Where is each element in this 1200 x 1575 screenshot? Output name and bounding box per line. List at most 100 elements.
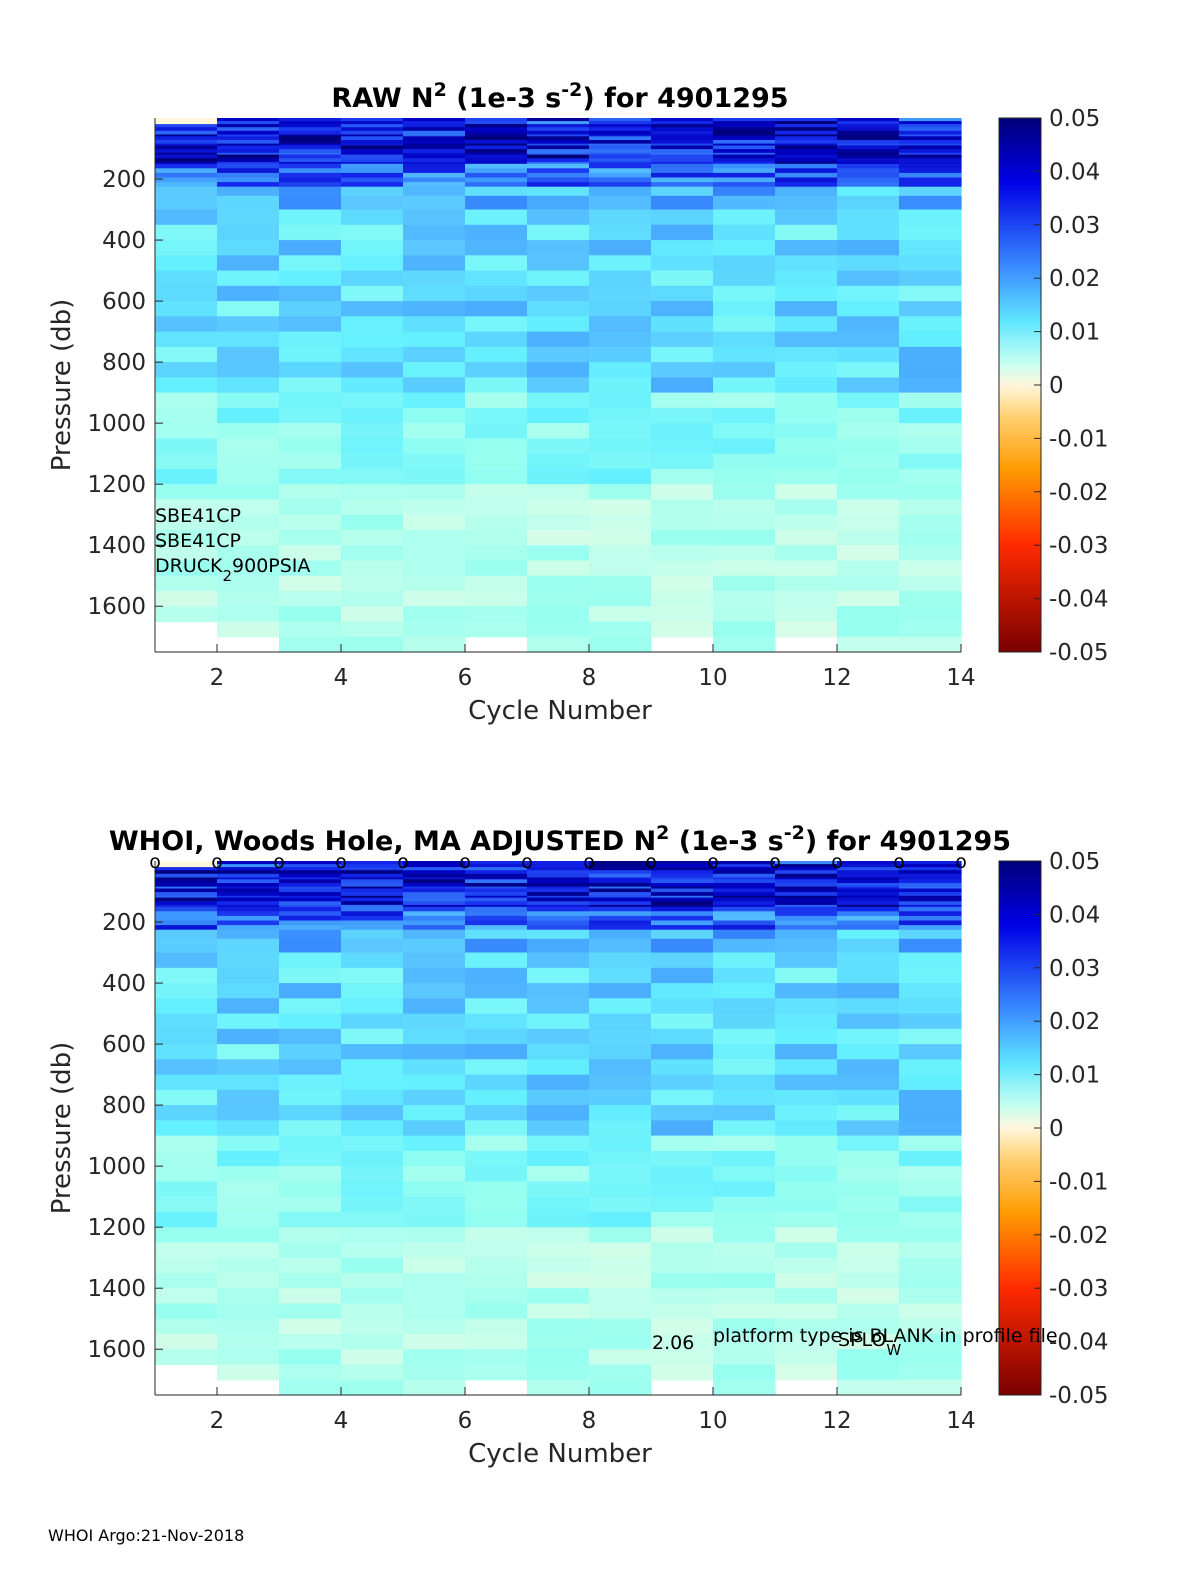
- heatmap-cell: [713, 872, 776, 875]
- heatmap-cell: [651, 983, 714, 999]
- heatmap-cell: [341, 892, 404, 895]
- heatmap-cell: [217, 948, 280, 954]
- heatmap-cell: [217, 140, 280, 143]
- heatmap-cell: [775, 124, 838, 128]
- heatmap-cell: [217, 138, 280, 141]
- heatmap-cell: [837, 205, 900, 211]
- heatmap-cell: [589, 606, 652, 623]
- heatmap-cell: [341, 191, 404, 197]
- heatmap-cell: [403, 899, 466, 902]
- heatmap-cell: [465, 191, 528, 197]
- heatmap-cell: [589, 468, 652, 485]
- heatmap-cell: [155, 514, 218, 531]
- x-tick-label: 10: [698, 665, 727, 691]
- heatmap-cell: [589, 362, 652, 378]
- heatmap-cell: [279, 161, 342, 165]
- heatmap-cell: [589, 884, 652, 888]
- heatmap-cell: [341, 575, 404, 592]
- heatmap-cell: [279, 149, 342, 152]
- heatmap-cell: [465, 1028, 528, 1045]
- heatmap-cell: [279, 1364, 342, 1381]
- heatmap-cell: [341, 1318, 404, 1335]
- heatmap-cell: [279, 1288, 342, 1305]
- heatmap-cell: [465, 948, 528, 954]
- heatmap-cell: [713, 875, 776, 878]
- heatmap-cell: [589, 209, 652, 226]
- heatmap-cell: [217, 886, 280, 889]
- heatmap-cell: [713, 301, 776, 317]
- heatmap-cell: [713, 392, 776, 409]
- colorbar-tick-label: -0.01: [1049, 1169, 1109, 1195]
- profile-marker: o: [273, 851, 285, 873]
- colorbar-tick-label: 0.02: [1049, 266, 1100, 292]
- heatmap-cell: [899, 883, 962, 886]
- heatmap-cell: [713, 172, 776, 179]
- heatmap-cell: [837, 1288, 900, 1305]
- heatmap-cell: [651, 1364, 714, 1381]
- heatmap-cell: [341, 161, 404, 165]
- heatmap-cell: [217, 124, 280, 128]
- colorbar-tick-label: -0.03: [1049, 1276, 1109, 1302]
- heatmap-cell: [279, 1044, 342, 1060]
- heatmap-cell: [837, 407, 900, 424]
- heatmap-cell: [899, 151, 962, 154]
- heatmap-cell: [279, 134, 342, 137]
- heatmap-cell: [155, 888, 218, 891]
- heatmap-cell: [527, 270, 590, 287]
- heatmap-cell: [155, 890, 218, 893]
- heatmap-cell: [837, 160, 900, 163]
- heatmap-cell: [465, 177, 528, 183]
- heatmap-cell: [403, 140, 466, 143]
- heatmap-cell: [465, 560, 528, 577]
- heatmap-cell: [713, 160, 776, 163]
- heatmap-cell: [155, 129, 218, 132]
- heatmap-cell: [775, 152, 838, 156]
- heatmap-cell: [837, 240, 900, 256]
- heatmap-cell: [465, 1074, 528, 1091]
- heatmap-cell: [713, 118, 776, 122]
- heatmap-cell: [217, 121, 280, 125]
- version-annotation: 2.06: [652, 1332, 694, 1354]
- heatmap-cell: [155, 240, 218, 256]
- heatmap-cell: [713, 143, 776, 146]
- heatmap-cell: [837, 438, 900, 455]
- heatmap-cell: [217, 195, 280, 201]
- heatmap-cell: [527, 145, 590, 148]
- heatmap-cell: [837, 867, 900, 871]
- heatmap-cell: [713, 141, 776, 145]
- heatmap-cell: [155, 140, 218, 143]
- heatmap-cell: [155, 152, 218, 156]
- heatmap-cell: [527, 1074, 590, 1091]
- heatmap-cell: [837, 195, 900, 201]
- heatmap-cell: [899, 998, 962, 1015]
- heatmap-cell: [713, 915, 776, 922]
- heatmap-cell: [589, 560, 652, 577]
- heatmap-cell: [403, 934, 466, 940]
- heatmap-cell: [527, 870, 590, 873]
- heatmap-cell: [279, 892, 342, 895]
- heatmap-cell: [651, 1166, 714, 1182]
- heatmap-cell: [155, 1120, 218, 1137]
- heatmap-cell: [899, 864, 962, 868]
- heatmap-cell: [341, 224, 404, 241]
- x-axis-label: Cycle Number: [468, 1439, 652, 1469]
- heatmap-cell: [837, 1349, 900, 1366]
- heatmap-cell: [217, 1105, 280, 1121]
- heatmap-cell: [899, 301, 962, 317]
- heatmap-cell: [403, 158, 466, 161]
- heatmap-cell: [465, 883, 528, 886]
- heatmap-cell: [527, 156, 590, 159]
- heatmap-cell: [465, 925, 528, 931]
- heatmap-cell: [403, 870, 466, 873]
- heatmap-cell: [403, 136, 466, 139]
- heatmap-cell: [465, 514, 528, 531]
- heatmap-cell: [155, 938, 218, 944]
- heatmap-cell: [403, 886, 466, 889]
- heatmap-cell: [651, 1150, 714, 1167]
- heatmap-cell: [465, 1196, 528, 1213]
- heatmap-cell: [527, 392, 590, 409]
- heatmap-cell: [155, 191, 218, 197]
- heatmap-cell: [465, 163, 528, 169]
- heatmap-cell: [403, 892, 466, 895]
- heatmap-cell: [589, 514, 652, 531]
